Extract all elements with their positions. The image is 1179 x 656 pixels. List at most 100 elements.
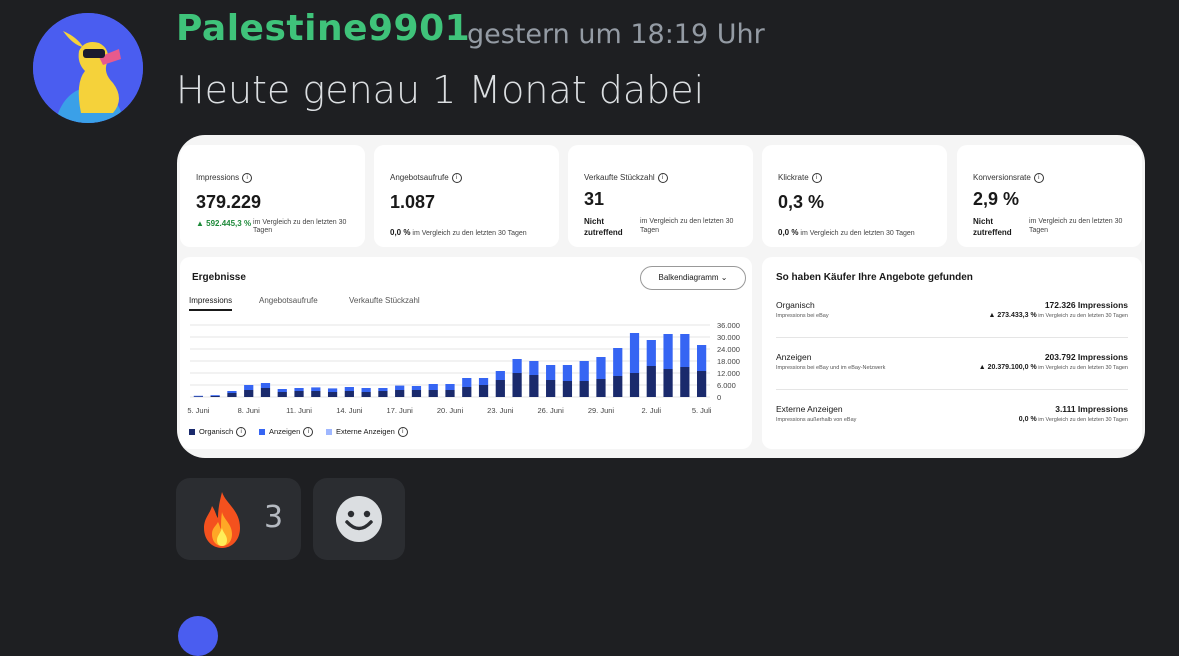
bar-anzeigen[interactable] bbox=[613, 348, 623, 376]
bar-organisch[interactable] bbox=[294, 391, 304, 397]
reaction-count: 3 bbox=[264, 500, 284, 535]
bar-organisch[interactable] bbox=[546, 380, 556, 397]
bar-organisch[interactable] bbox=[629, 373, 640, 397]
chevron-down-icon: ⌄ bbox=[720, 273, 728, 282]
source-change: 273.433,3 % bbox=[997, 312, 1037, 319]
bar-anzeigen[interactable] bbox=[193, 395, 203, 397]
bar-organisch[interactable] bbox=[227, 393, 237, 397]
bar-organisch[interactable] bbox=[260, 388, 271, 397]
bar-anzeigen[interactable] bbox=[680, 334, 690, 367]
message-author[interactable]: Palestine9901 bbox=[176, 8, 471, 49]
kpi-label: Verkaufte Stückzahl bbox=[584, 173, 655, 183]
bar-organisch[interactable] bbox=[646, 366, 656, 397]
info-icon: i bbox=[242, 173, 253, 183]
bar-anzeigen[interactable] bbox=[529, 361, 539, 375]
bar-organisch[interactable] bbox=[327, 392, 338, 397]
bar-organisch[interactable] bbox=[244, 390, 254, 397]
chart-type-dropdown[interactable]: Balkendiagramm ⌄ bbox=[640, 266, 746, 290]
bar-anzeigen[interactable] bbox=[294, 388, 304, 391]
bar-anzeigen[interactable] bbox=[361, 388, 371, 392]
bar-anzeigen[interactable] bbox=[395, 385, 405, 390]
kpi-label: Impressions bbox=[196, 173, 240, 183]
bar-anzeigen[interactable] bbox=[596, 357, 606, 379]
legend-label: Externe Anzeigen bbox=[336, 427, 395, 436]
bar-organisch[interactable] bbox=[613, 376, 623, 397]
bar-organisch[interactable] bbox=[596, 379, 606, 397]
info-icon: i bbox=[397, 427, 408, 438]
message-text: Heute genau 1 Monat dabei bbox=[176, 68, 705, 112]
bar-organisch[interactable] bbox=[210, 396, 220, 397]
info-icon: i bbox=[657, 173, 668, 183]
add-reaction-button[interactable] bbox=[313, 478, 405, 560]
divider bbox=[776, 337, 1128, 338]
legend-external-ads: Externe Anzeigen i bbox=[326, 427, 408, 438]
next-message-avatar[interactable] bbox=[178, 616, 218, 656]
bar-anzeigen[interactable] bbox=[478, 378, 489, 385]
bar-organisch[interactable] bbox=[378, 391, 388, 397]
kpi-compare: im Vergleich zu den letzten 30 Tagen bbox=[412, 230, 527, 237]
bar-organisch[interactable] bbox=[411, 390, 422, 397]
bar-organisch[interactable] bbox=[495, 380, 505, 397]
bar-anzeigen[interactable] bbox=[277, 389, 287, 392]
bar-organisch[interactable] bbox=[697, 371, 707, 397]
kpi-value: 1.087 bbox=[390, 192, 436, 212]
source-value: 172.326 Impressions bbox=[1044, 300, 1128, 310]
bar-organisch[interactable] bbox=[680, 367, 690, 397]
bar-anzeigen[interactable] bbox=[428, 384, 438, 390]
bar-anzeigen[interactable] bbox=[697, 345, 707, 371]
source-change: 0,0 % bbox=[1018, 416, 1037, 423]
bar-anzeigen[interactable] bbox=[562, 365, 573, 381]
kpi-value: 31 bbox=[584, 189, 605, 209]
kpi-value: 379.229 bbox=[196, 192, 262, 212]
bar-organisch[interactable] bbox=[277, 392, 287, 397]
bar-anzeigen[interactable] bbox=[445, 384, 455, 390]
bar-organisch[interactable] bbox=[579, 381, 589, 397]
bar-anzeigen[interactable] bbox=[210, 395, 220, 396]
legend-label: Anzeigen bbox=[269, 427, 301, 436]
bar-anzeigen[interactable] bbox=[227, 391, 237, 393]
bar-anzeigen[interactable] bbox=[495, 371, 505, 380]
bar-anzeigen[interactable] bbox=[411, 386, 422, 390]
y-tick-label: 24.000 bbox=[717, 345, 740, 354]
bar-anzeigen[interactable] bbox=[260, 383, 271, 388]
bar-anzeigen[interactable] bbox=[663, 334, 673, 369]
bar-anzeigen[interactable] bbox=[244, 385, 254, 390]
bar-anzeigen[interactable] bbox=[378, 388, 388, 391]
attached-screenshot[interactable]: Impressions i 379.229 ▲ 592.445,3 % im Ve… bbox=[177, 135, 1145, 458]
bar-organisch[interactable] bbox=[395, 390, 405, 397]
bar-organisch[interactable] bbox=[193, 396, 203, 397]
bar-anzeigen[interactable] bbox=[546, 365, 556, 380]
bar-anzeigen[interactable] bbox=[512, 359, 522, 373]
bar-anzeigen[interactable] bbox=[629, 333, 640, 373]
bar-organisch[interactable] bbox=[529, 375, 539, 397]
bar-anzeigen[interactable] bbox=[462, 378, 472, 387]
bar-organisch[interactable] bbox=[478, 385, 489, 397]
bar-anzeigen[interactable] bbox=[311, 387, 321, 391]
tab-units-sold[interactable]: Verkaufte Stückzahl bbox=[349, 296, 420, 305]
bar-organisch[interactable] bbox=[344, 391, 354, 397]
bar-organisch[interactable] bbox=[311, 391, 321, 397]
bar-organisch[interactable] bbox=[462, 387, 472, 397]
tab-listing-views[interactable]: Angebotsaufrufe bbox=[259, 296, 318, 305]
tab-impressions[interactable]: Impressions bbox=[189, 296, 233, 311]
bar-anzeigen[interactable] bbox=[344, 387, 354, 391]
traffic-sources-card: So haben Käufer Ihre Angebote gefunden O… bbox=[762, 257, 1142, 449]
bar-organisch[interactable] bbox=[562, 381, 573, 397]
bar-organisch[interactable] bbox=[663, 369, 673, 397]
legend-swatch bbox=[259, 429, 265, 436]
user-avatar[interactable] bbox=[33, 13, 143, 123]
legend-swatch bbox=[189, 429, 195, 436]
legend-organic: Organisch i bbox=[189, 427, 247, 438]
bar-organisch[interactable] bbox=[361, 392, 371, 397]
bar-anzeigen[interactable] bbox=[327, 388, 338, 392]
bar-anzeigen[interactable] bbox=[646, 340, 656, 366]
bar-anzeigen[interactable] bbox=[579, 361, 589, 381]
bar-organisch[interactable] bbox=[512, 373, 522, 397]
kpi-compare: im Vergleich zu den letzten 30 Tagen bbox=[800, 230, 915, 237]
info-icon: i bbox=[811, 173, 822, 183]
reaction-fire[interactable]: 3 bbox=[176, 478, 301, 560]
bar-organisch[interactable] bbox=[445, 390, 455, 397]
up-triangle-icon: ▲ bbox=[196, 219, 207, 228]
bar-organisch[interactable] bbox=[428, 390, 438, 397]
y-tick-label: 36.000 bbox=[717, 321, 740, 330]
